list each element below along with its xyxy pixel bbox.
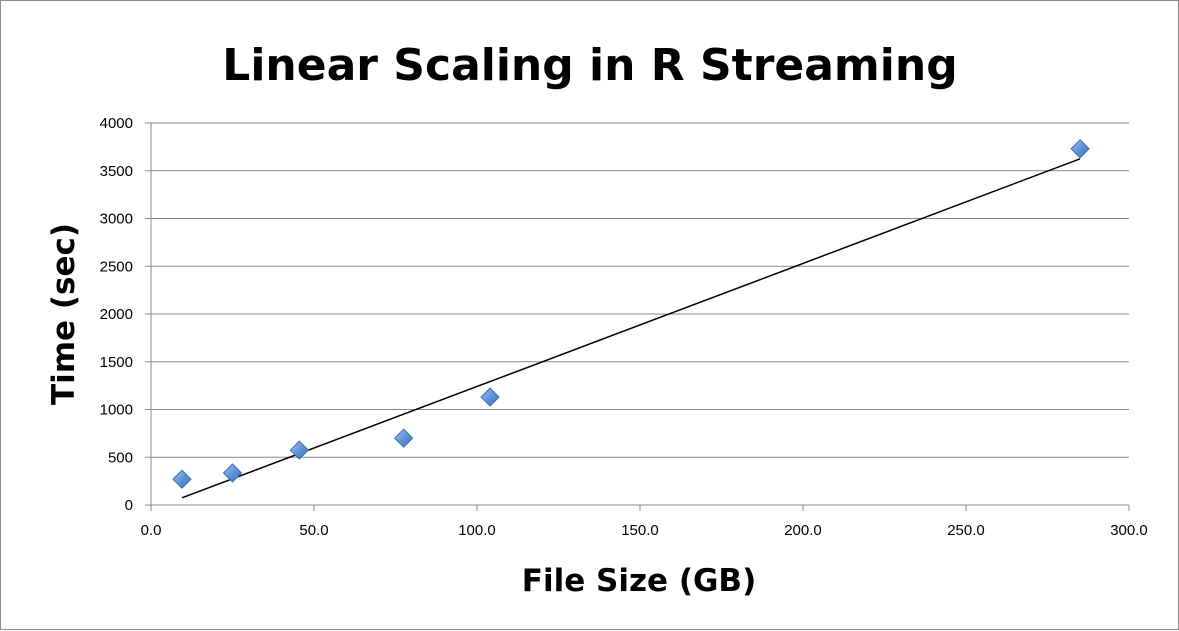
data-point [1070, 139, 1090, 159]
data-point [480, 387, 500, 407]
y-tick-label: 2000 [100, 306, 133, 323]
x-tick-label: 50.0 [299, 522, 328, 539]
y-tick-label: 2500 [100, 258, 133, 275]
data-points [172, 139, 1090, 489]
x-tick-label: 100.0 [458, 522, 496, 539]
data-point [222, 463, 243, 483]
y-tick-label: 4000 [100, 115, 133, 132]
axes [145, 122, 1130, 511]
y-tick-label: 3500 [100, 163, 133, 180]
y-tick-label: 0 [125, 497, 133, 514]
linear-trendline [181, 158, 1081, 499]
y-tick-label: 500 [108, 449, 133, 466]
x-tick-label: 0.0 [141, 522, 162, 539]
y-tick-label: 1000 [100, 402, 133, 419]
x-tick-label: 200.0 [784, 522, 822, 539]
data-point [172, 469, 192, 489]
y-tick-label: 3000 [100, 211, 133, 228]
y-axis-title: Time (sec) [46, 223, 82, 405]
y-tick-labels: 0 500 1000 1500 2000 2500 3000 3500 4000 [100, 115, 133, 514]
x-tick-label: 300.0 [1110, 522, 1148, 539]
chart-title: Linear Scaling in R Streaming [222, 40, 957, 91]
data-point [393, 428, 414, 448]
trendline-layer [181, 158, 1081, 499]
x-tick-label: 250.0 [947, 522, 985, 539]
data-point [289, 440, 310, 460]
x-tick-label: 150.0 [621, 522, 659, 539]
x-tick-labels: 0.0 50.0 100.0 150.0 200.0 250.0 300.0 [141, 522, 1148, 539]
x-axis-title: File Size (GB) [522, 563, 756, 599]
y-tick-label: 1500 [100, 354, 133, 371]
gridlines [151, 122, 1129, 458]
